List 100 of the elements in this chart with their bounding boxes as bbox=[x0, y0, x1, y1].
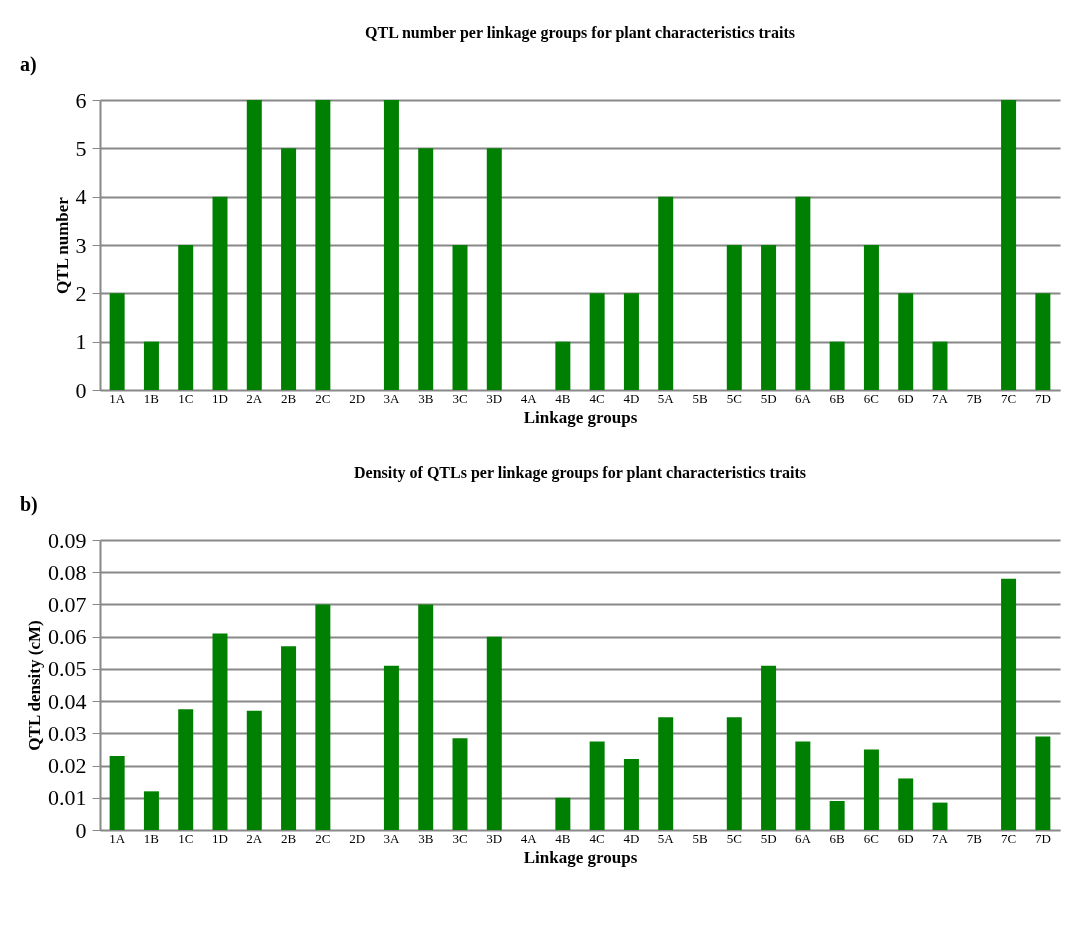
bar bbox=[143, 341, 159, 390]
x-tick-label: 5C bbox=[726, 830, 742, 846]
x-tick-label: 1A bbox=[109, 390, 126, 406]
bar bbox=[178, 245, 194, 390]
y-tick-label: 1 bbox=[75, 329, 87, 355]
y-tick-label: 4 bbox=[75, 184, 87, 210]
y-tick-label: 0 bbox=[75, 377, 87, 403]
bar bbox=[315, 604, 331, 830]
x-axis-title: Linkage groups bbox=[523, 407, 638, 427]
x-tick-label: 7B bbox=[966, 830, 983, 846]
x-tick-label: 4D bbox=[623, 390, 640, 406]
x-tick-label: 2C bbox=[315, 830, 331, 846]
bar bbox=[109, 755, 125, 830]
x-tick-label: 5A bbox=[657, 830, 675, 846]
x-tick-label: 4D bbox=[623, 830, 640, 846]
bar bbox=[623, 759, 639, 830]
x-tick-label: 7D bbox=[1034, 390, 1051, 406]
x-tick-label: 7C bbox=[1000, 830, 1017, 846]
x-tick-label: 6A bbox=[794, 830, 812, 846]
x-tick-label: 1A bbox=[109, 830, 126, 846]
x-tick-label: 6D bbox=[897, 390, 914, 406]
x-tick-label: 1D bbox=[212, 830, 228, 846]
bar bbox=[1001, 100, 1017, 390]
x-tick-label: 2B bbox=[280, 830, 297, 846]
y-tick-label: 3 bbox=[75, 232, 87, 258]
bar bbox=[1035, 736, 1051, 830]
bar bbox=[658, 196, 674, 390]
bar bbox=[589, 293, 605, 390]
bar bbox=[281, 646, 297, 830]
bar bbox=[898, 293, 914, 390]
bar bbox=[932, 341, 948, 390]
bar bbox=[486, 148, 502, 390]
x-axis-title: Linkage groups bbox=[523, 847, 638, 867]
bar bbox=[109, 293, 125, 390]
x-tick-label: 6B bbox=[829, 390, 846, 406]
x-tick-label: 4C bbox=[589, 830, 605, 846]
y-tick-label: 0.01 bbox=[48, 785, 87, 811]
y-tick-label: 0.08 bbox=[48, 559, 87, 585]
bar bbox=[1001, 578, 1017, 830]
x-tick-label: 4A bbox=[520, 830, 538, 846]
y-axis-title: QTL density (cM) bbox=[25, 620, 44, 751]
y-tick-label: 0.06 bbox=[48, 624, 87, 650]
x-tick-label: 3A bbox=[383, 390, 400, 406]
bar bbox=[315, 100, 331, 390]
x-tick-label: 4C bbox=[589, 390, 605, 406]
x-tick-label: 7C bbox=[1000, 390, 1017, 406]
bar bbox=[383, 100, 399, 390]
x-tick-label: 7B bbox=[966, 390, 983, 406]
x-tick-label: 3D bbox=[486, 830, 503, 846]
x-tick-label: 4B bbox=[555, 390, 571, 406]
x-tick-label: 2A bbox=[246, 830, 263, 846]
y-tick-label: 0.03 bbox=[48, 720, 87, 746]
x-tick-label: 5D bbox=[760, 830, 777, 846]
bar bbox=[932, 802, 948, 830]
x-tick-label: 5A bbox=[657, 390, 675, 406]
x-tick-label: 2D bbox=[349, 830, 366, 846]
bar bbox=[658, 717, 674, 830]
x-tick-label: 1D bbox=[212, 390, 228, 406]
bar bbox=[1035, 293, 1051, 390]
x-tick-label: 1B bbox=[143, 390, 160, 406]
x-tick-label: 6B bbox=[829, 830, 846, 846]
x-tick-label: 6C bbox=[863, 390, 880, 406]
chart-title: Density of QTLs per linkage groups for plant characteristics traits bbox=[354, 464, 806, 482]
y-tick-label: 0.04 bbox=[48, 688, 87, 714]
text: b) bbox=[20, 493, 38, 516]
x-tick-label: 5B bbox=[692, 830, 708, 846]
bar bbox=[863, 749, 879, 830]
x-tick-label: 1C bbox=[178, 390, 194, 406]
bar bbox=[383, 665, 399, 830]
x-tick-label: 6D bbox=[897, 830, 914, 846]
y-tick-label: 0.05 bbox=[48, 656, 87, 682]
y-tick-label: 5 bbox=[75, 135, 87, 161]
bar bbox=[212, 196, 228, 390]
y-tick-label: 0.09 bbox=[48, 527, 87, 553]
y-tick-label: 2 bbox=[75, 280, 87, 306]
x-tick-label: 5D bbox=[760, 390, 777, 406]
x-tick-label: 6C bbox=[863, 830, 880, 846]
bar bbox=[452, 245, 468, 390]
x-tick-label: 7A bbox=[932, 390, 949, 406]
bar bbox=[589, 741, 605, 830]
bar bbox=[795, 196, 811, 390]
bar bbox=[555, 341, 571, 390]
bar bbox=[246, 710, 262, 830]
chart-title: QTL number per linkage groups for plant characteristics traits bbox=[365, 24, 795, 42]
bar bbox=[829, 801, 845, 830]
x-tick-label: 2A bbox=[246, 390, 263, 406]
x-tick-label: 4A bbox=[520, 390, 538, 406]
bar bbox=[452, 738, 468, 830]
x-tick-label: 2B bbox=[280, 390, 297, 406]
x-tick-label: 3B bbox=[418, 830, 434, 846]
bar bbox=[143, 791, 159, 830]
x-tick-label: 5C bbox=[726, 390, 742, 406]
bar bbox=[418, 148, 434, 390]
bar bbox=[863, 245, 879, 390]
bar bbox=[212, 633, 228, 830]
bar bbox=[623, 293, 639, 390]
bar bbox=[555, 797, 571, 830]
bar bbox=[246, 100, 262, 390]
x-tick-label: 2C bbox=[315, 390, 331, 406]
bar bbox=[281, 148, 297, 390]
